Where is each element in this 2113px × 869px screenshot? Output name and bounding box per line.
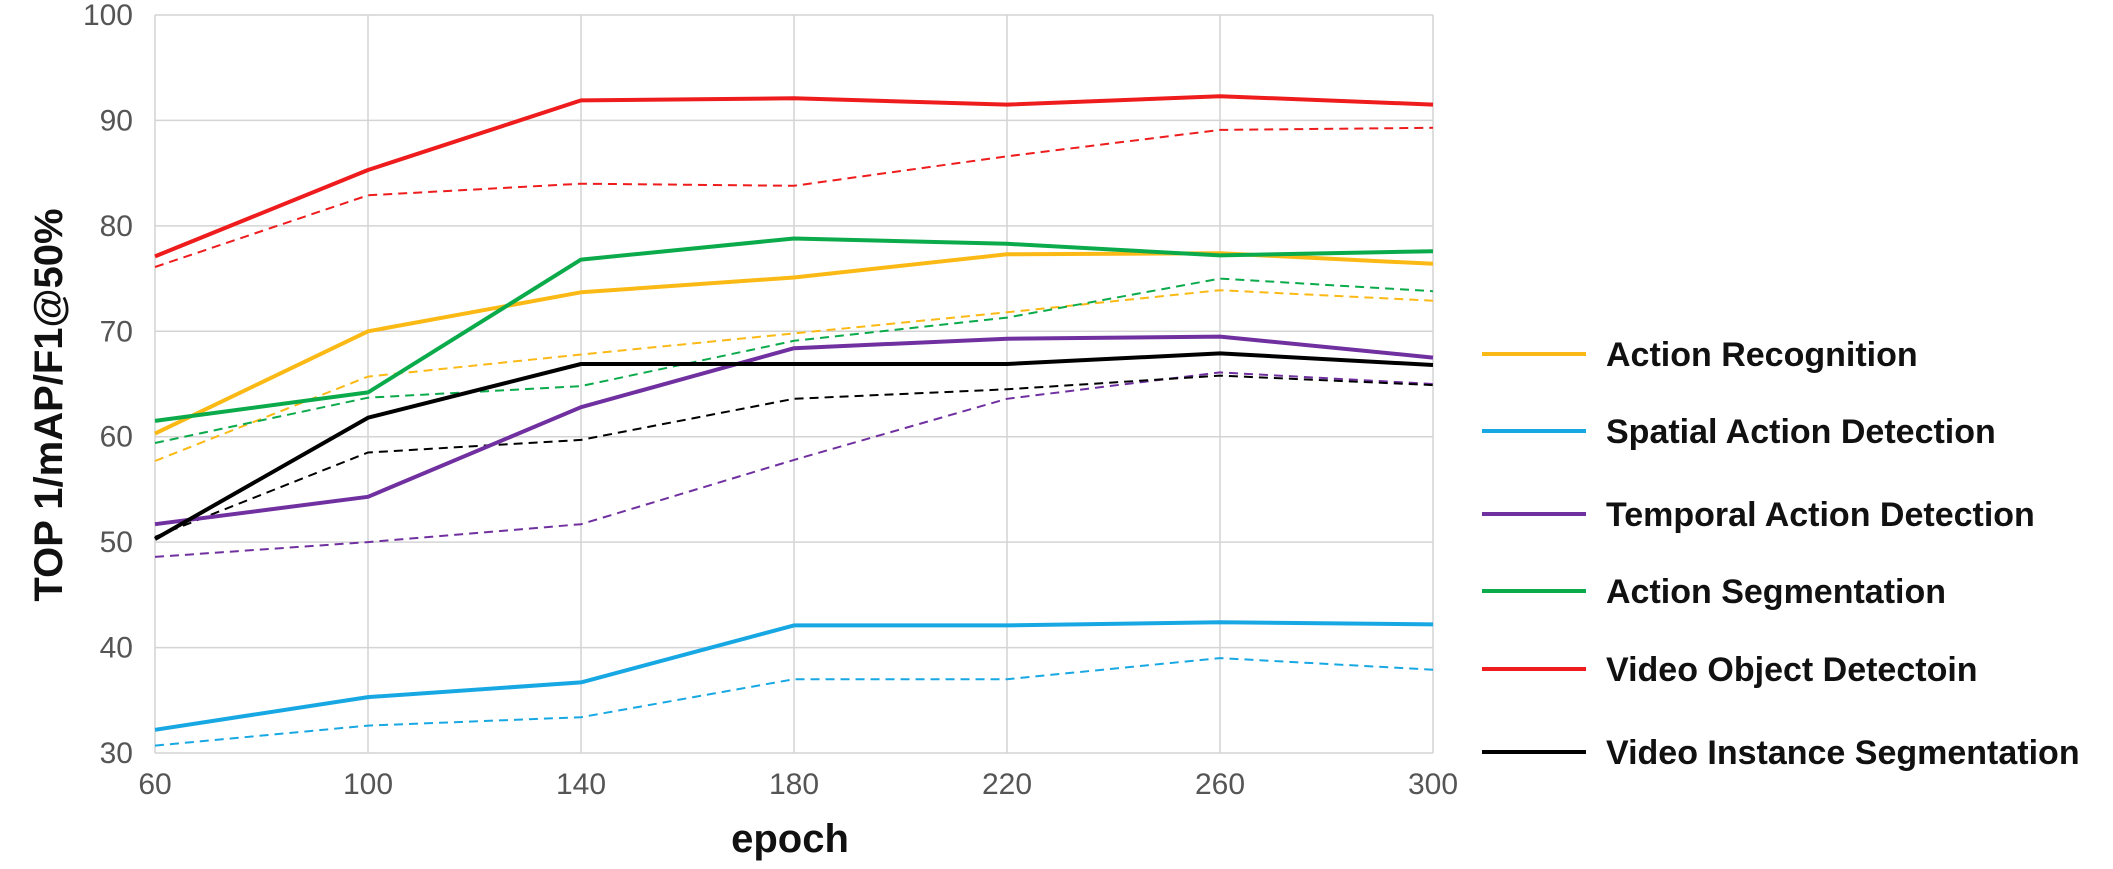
legend: Action Recognition Spatial Action Detecti… [1482,336,2080,772]
y-tick-label: 100 [83,0,133,32]
y-tick-label: 70 [100,315,133,348]
y-tick-label: 40 [100,632,133,665]
series-dashed-line [154,371,1434,558]
y-tick-label: 80 [100,210,133,243]
legend-label: Video Object Detectoin [1606,651,1978,689]
legend-label: Temporal Action Detection [1606,496,2035,534]
x-tick-labels: 60 100 140 180 220 260 300 [138,768,1458,801]
x-axis-title: epoch [731,817,849,861]
x-tick-label: 300 [1408,768,1458,801]
x-tick-label: 260 [1195,768,1245,801]
legend-label: Action Segmentation [1606,573,1946,611]
y-tick-label: 60 [100,421,133,454]
dashed-series-lines [154,126,1434,747]
legend-label: Spatial Action Detection [1606,413,1996,451]
y-tick-labels: 30 40 50 60 70 80 90 100 [83,0,133,770]
series-dashed-line [154,657,1434,747]
x-tick-label: 60 [138,768,171,801]
x-tick-label: 180 [769,768,819,801]
series-dashed-line [154,277,1434,444]
series-dashed-line [154,289,1434,462]
y-axis-title: TOP 1/mAP/F1@50% [27,208,71,601]
series-line [154,236,1434,423]
x-tick-label: 220 [982,768,1032,801]
legend-label: Video Instance Segmentation [1606,734,2080,772]
series-line [154,334,1434,527]
y-tick-label: 50 [100,526,133,559]
series-dashed-line [154,374,1434,538]
y-tick-label: 90 [100,104,133,137]
series-line [154,351,1434,541]
series-line [154,251,1434,436]
gridlines [154,14,1434,754]
series-dashed-line [154,126,1434,268]
legend-label: Action Recognition [1606,336,1918,374]
x-tick-label: 100 [343,768,393,801]
solid-series-lines [154,94,1434,732]
series-line [154,620,1434,732]
x-tick-label: 140 [556,768,606,801]
series-line [154,94,1434,259]
y-tick-label: 30 [100,737,133,770]
